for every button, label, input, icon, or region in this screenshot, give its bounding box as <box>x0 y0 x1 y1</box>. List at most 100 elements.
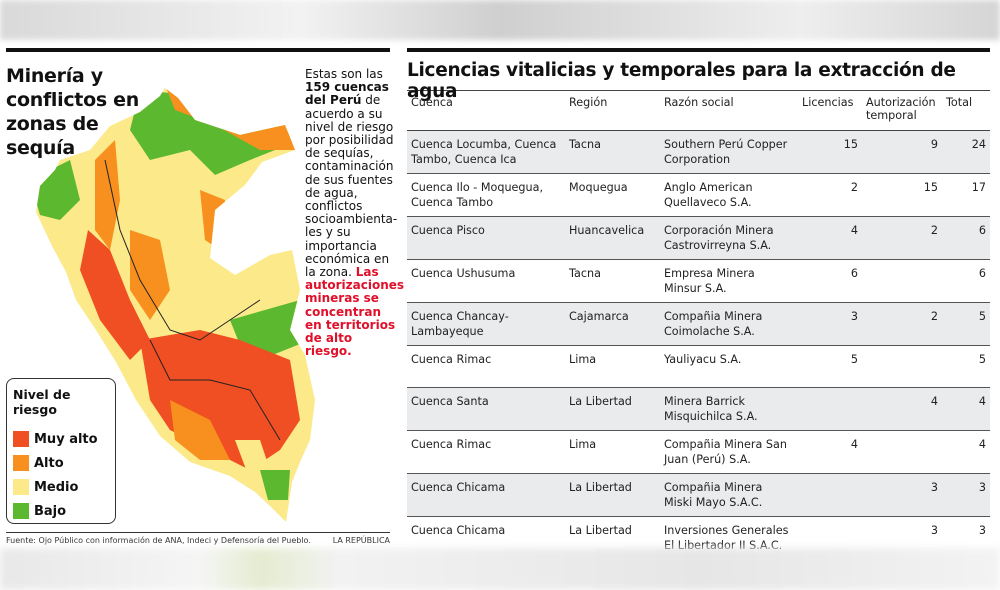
table-row: Cuenca Chicama La Libertad Compañia Minera… <box>407 473 990 517</box>
table-row: Cuenca Rimac Lima Yauliyacu S.A. 5 5 <box>407 345 990 388</box>
cell-licencias: 5 <box>798 345 862 388</box>
cell-razon-social: Anglo American Quellaveco S.A. <box>660 173 798 217</box>
cell-licencias: 2 <box>798 173 862 217</box>
left-top-rule <box>6 48 390 52</box>
legend-item-bajo: Bajo <box>13 499 109 523</box>
cell-cuenca: Cuenca Pisco <box>407 216 565 260</box>
legend-swatch <box>13 455 29 471</box>
cell-razon-social: Yauliyacu S.A. <box>660 345 798 388</box>
cell-cuenca: Cuenca Chancay-Lambayeque <box>407 302 565 346</box>
table-row: Cuenca Santa La Libertad Minera Barrick Mi… <box>407 387 990 431</box>
cell-licencias: 15 <box>798 130 862 174</box>
map-region-border <box>149 339 281 441</box>
cell-razon-social: Compañia Minera San Juan (Perú) S.A. <box>660 430 798 474</box>
cell-cuenca: Cuenca Rimac <box>407 430 565 474</box>
map-panel: Minería y conflictos en zonas de sequía … <box>6 48 404 548</box>
cell-cuenca: Cuenca Locumba, Cuenca Tambo, Cuenca Ica <box>407 130 565 174</box>
footer-rule <box>6 532 390 533</box>
cell-total: 5 <box>942 302 990 346</box>
cell-region: Cajamarca <box>565 302 660 346</box>
cell-razon-social: Empresa Minera Minsur S.A. <box>660 259 798 303</box>
legend-item-medio: Medio <box>13 475 109 499</box>
intro-text-part: de acuerdo a su nivel de riesgo por posi… <box>305 93 398 280</box>
legend-label: Bajo <box>34 503 67 519</box>
table-title: Licencias vitalicias y temporales para l… <box>407 60 956 102</box>
map-bajo-south <box>260 470 290 500</box>
cell-region: Huancavelica <box>565 216 660 260</box>
cell-total: 17 <box>942 173 990 217</box>
header-razon-social: Razón social <box>660 90 798 131</box>
cell-licencias: 6 <box>798 259 862 303</box>
legend-title: Nivel de riesgo <box>13 387 71 417</box>
cell-autorizacion: 2 <box>862 302 942 346</box>
cell-total: 4 <box>942 430 990 474</box>
map-alto-central <box>130 230 170 320</box>
intro-highlight-text: Las autorizaciones mineras se concentran… <box>305 265 405 359</box>
cell-total: 6 <box>942 259 990 303</box>
cell-cuenca: Cuenca Chicama <box>407 473 565 517</box>
table-row: Cuenca Ilo - Moquegua, Cuenca Tambo Moque… <box>407 173 990 217</box>
legend-label: Medio <box>34 479 79 495</box>
table-row: Cuenca Rimac Lima Compañia Minera San Juan… <box>407 430 990 474</box>
header-licencias: Licencias <box>798 90 862 131</box>
risk-legend: Nivel de riesgo Muy alto Alto Medio Bajo <box>6 378 116 524</box>
cell-autorizacion: 4 <box>862 387 942 431</box>
cell-licencias: 4 <box>798 430 862 474</box>
cell-total: 6 <box>942 216 990 260</box>
cell-region: La Libertad <box>565 387 660 431</box>
cell-region: Tacna <box>565 130 660 174</box>
cell-region: La Libertad <box>565 473 660 517</box>
table-header-row: Cuenca Región Razón social Licencias Aut… <box>407 90 990 131</box>
cell-region: Moquegua <box>565 173 660 217</box>
intro-bold-text: 159 cuencas del Perú <box>305 80 389 108</box>
legend-label: Muy alto <box>34 431 98 447</box>
table-row: Cuenca Ushusuma Tacna Empresa Minera Minsu… <box>407 259 990 303</box>
cell-autorizacion: 2 <box>862 216 942 260</box>
map-bajo-north <box>130 90 300 175</box>
licenses-table: Cuenca Región Razón social Licencias Aut… <box>407 90 990 560</box>
table-row: Cuenca Pisco Huancavelica Corporación Mine… <box>407 216 990 260</box>
cell-licencias <box>798 473 862 517</box>
right-top-rule <box>407 48 990 52</box>
legend-item-muy-alto: Muy alto <box>13 427 109 451</box>
table-panel: Licencias vitalicias y temporales para l… <box>407 48 990 560</box>
cell-autorizacion: 3 <box>862 473 942 517</box>
cell-total: 3 <box>942 473 990 517</box>
peru-risk-map <box>36 88 315 522</box>
cell-razon-social: Compañia Minera Coimolache S.A. <box>660 302 798 346</box>
map-title: Minería y conflictos en zonas de sequía <box>6 65 139 159</box>
header-region: Región <box>565 90 660 131</box>
cell-licencias: 3 <box>798 302 862 346</box>
cell-licencias <box>798 387 862 431</box>
cell-cuenca: Cuenca Rimac <box>407 345 565 388</box>
header-cuenca: Cuenca <box>407 90 565 131</box>
map-muyalto-west <box>80 230 150 360</box>
cell-region: Lima <box>565 430 660 474</box>
table-row: Cuenca Locumba, Cuenca Tambo, Cuenca Ica… <box>407 130 990 174</box>
table-row: Cuenca Chancay-Lambayeque Cajamarca Compañ… <box>407 302 990 346</box>
source-note: Fuente: Ojo Público con información de A… <box>6 536 311 545</box>
legend-swatch <box>13 431 29 447</box>
legend-item-alto: Alto <box>13 451 109 475</box>
intro-text: Estas son las 159 cuencas del Perú de ac… <box>305 67 404 358</box>
cell-cuenca: Cuenca Ushusuma <box>407 259 565 303</box>
cell-cuenca: Cuenca Santa <box>407 387 565 431</box>
map-alto-south <box>170 400 230 460</box>
blurred-background-top <box>0 0 1000 40</box>
cell-autorizacion: 9 <box>862 130 942 174</box>
cell-autorizacion <box>862 259 942 303</box>
cell-total: 5 <box>942 345 990 388</box>
cell-region: Tacna <box>565 259 660 303</box>
cell-total: 24 <box>942 130 990 174</box>
legend-label: Alto <box>34 455 64 471</box>
blurred-background-bottom <box>0 548 1000 590</box>
cell-razon-social: Minera Barrick Misquichilca S.A. <box>660 387 798 431</box>
intro-text-part: Estas son las <box>305 67 383 81</box>
map-alto-west <box>95 140 120 250</box>
cell-cuenca: Cuenca Ilo - Moquegua, Cuenca Tambo <box>407 173 565 217</box>
cell-razon-social: Compañia Minera Miski Mayo S.A.C. <box>660 473 798 517</box>
brand-credit: LA REPÚBLICA <box>332 536 390 545</box>
map-alto-northeast <box>165 88 300 150</box>
cell-licencias: 4 <box>798 216 862 260</box>
legend-swatch <box>13 503 29 519</box>
